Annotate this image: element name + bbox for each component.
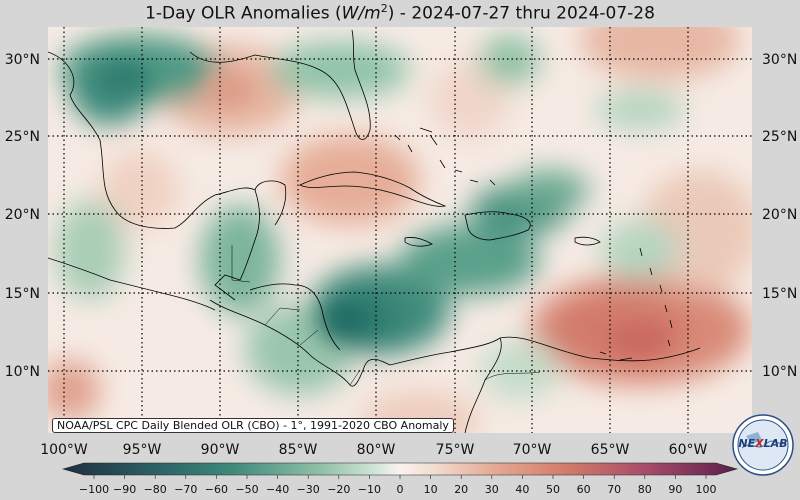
colorbar-tick-label: 90 bbox=[668, 483, 682, 496]
lon-label-90w: 90°W bbox=[201, 442, 240, 458]
colorbar-tick-label: −40 bbox=[266, 483, 289, 496]
colorbar-tick-label: 70 bbox=[607, 483, 621, 496]
colorbar-tick-label: −60 bbox=[205, 483, 228, 496]
lon-label-75w: 75°W bbox=[436, 442, 475, 458]
lat-label-20n: 20°N bbox=[5, 207, 40, 223]
colorbar-tick-label: 40 bbox=[515, 483, 529, 496]
lon-label-85w: 85°W bbox=[279, 442, 318, 458]
colorbar-tick-label: −100 bbox=[79, 483, 109, 496]
lat-label-25n-right: 25°N bbox=[762, 129, 797, 145]
colorbar-tick-label: 30 bbox=[485, 483, 499, 496]
colorbar-tick-label: 20 bbox=[454, 483, 468, 496]
lat-label-10n-right: 10°N bbox=[762, 364, 797, 380]
lat-labels-left: 30°N 25°N 20°N 15°N 10°N bbox=[5, 52, 40, 380]
gridlines bbox=[48, 27, 752, 433]
data-credit: NOAA/PSL CPC Daily Blended OLR (CBO) - 1… bbox=[52, 418, 454, 433]
lat-label-25n: 25°N bbox=[5, 129, 40, 145]
colorbar-tick-label: 10 bbox=[424, 483, 438, 496]
colorbar-tick-label: 60 bbox=[577, 483, 591, 496]
colorbar-ticks: −100 −90 −80 −70 −60 −50 −40 −30 −20 −10 0 10 20 30 40… bbox=[79, 475, 717, 496]
lat-labels-right: 30°N 25°N 20°N 15°N 10°N bbox=[762, 52, 797, 380]
anomaly-field bbox=[48, 27, 752, 433]
colorbar-tick-label: −50 bbox=[235, 483, 258, 496]
chart-title: 1-Day OLR Anomalies (W/m2) - 2024-07-27 … bbox=[145, 2, 655, 24]
svg-text:NEXLAB: NEXLAB bbox=[738, 437, 787, 450]
colorbar-tick-label: −30 bbox=[297, 483, 320, 496]
colorbar-tick-label: −70 bbox=[174, 483, 197, 496]
colorbar-tick-label: −10 bbox=[358, 483, 381, 496]
colorbar-tick-label: −80 bbox=[144, 483, 167, 496]
colorbar-tick-label: 80 bbox=[638, 483, 652, 496]
colorbar-tick-label: −20 bbox=[327, 483, 350, 496]
colorbar: −100 −90 −80 −70 −60 −50 −40 −30 −20 −10 0 10 20 30 40… bbox=[61, 462, 739, 496]
colorbar-tick-label: −90 bbox=[113, 483, 136, 496]
lon-label-95w: 95°W bbox=[123, 442, 162, 458]
lon-label-70w: 70°W bbox=[513, 442, 552, 458]
colorbar-tick-label: 50 bbox=[546, 483, 560, 496]
nexlab-logo: NEXLAB bbox=[732, 414, 794, 476]
lat-label-10n: 10°N bbox=[5, 364, 40, 380]
colorbar-tick-label: 0 bbox=[397, 483, 404, 496]
colorbar-tick-label: 100 bbox=[696, 483, 717, 496]
lat-label-15n: 15°N bbox=[5, 286, 40, 302]
lon-label-60w: 60°W bbox=[669, 442, 708, 458]
colorbar-gradient bbox=[61, 462, 739, 476]
country-borders bbox=[231, 245, 541, 386]
lon-label-100w: 100°W bbox=[40, 442, 88, 458]
lat-label-20n-right: 20°N bbox=[762, 207, 797, 223]
lon-labels: 100°W 95°W 90°W 85°W 80°W 75°W 70°W 65°W… bbox=[40, 442, 707, 458]
lat-label-15n-right: 15°N bbox=[762, 286, 797, 302]
lat-label-30n: 30°N bbox=[5, 52, 40, 68]
lon-label-80w: 80°W bbox=[357, 442, 396, 458]
coastlines bbox=[48, 29, 701, 433]
lon-label-65w: 65°W bbox=[591, 442, 630, 458]
lat-label-30n-right: 30°N bbox=[762, 52, 797, 68]
